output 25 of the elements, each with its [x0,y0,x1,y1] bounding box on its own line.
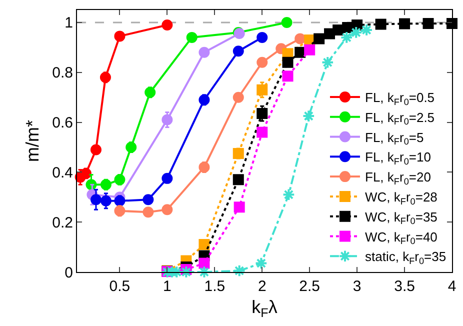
legend-label: FL, k$_{F}$r$_{0}$=20 [365,170,431,186]
y-tick-label: 1 [64,14,73,32]
x-tick-label: 3 [352,278,362,295]
legend-label: FL, k$_{F}$r$_{0}$=0.5 [365,90,435,107]
y-axis-title: m/m* [22,120,42,162]
legend-label: WC, k$_{F}$r$_{0}$=28 [365,190,438,206]
legend-label: WC, k$_{F}$r$_{0}$=40 [365,229,438,246]
legend-label: FL, k$_{F}$r$_{0}$=2.5 [365,110,435,127]
y-tick-label: 0.2 [52,214,73,232]
y-tick-label: 0 [64,264,73,282]
legend-label: WC, k$_{F}$r$_{0}$=35 [365,209,438,226]
x-tick-label: 3.5 [394,278,415,295]
x-axis-title: k$_{F}$λ [252,297,278,320]
legend-label: FL, k$_{F}$r$_{0}$=5 [365,130,424,147]
legend-label: static, k$_{F}$r$_{0}$=35 [365,249,446,266]
x-tick-label: 1.5 [204,278,226,295]
x-tick-label: 2.5 [299,278,320,295]
x-tick-label: 2 [258,278,266,295]
y-tick-label: 0.4 [52,164,73,182]
x-tick-label: 0.5 [109,278,130,295]
y-tick-label: 0.8 [52,64,73,82]
x-tick-label: 1 [163,278,172,295]
x-tick-label: 4 [448,278,456,295]
y-tick-label: 0.6 [52,114,73,132]
legend-label: FL, k$_{F}$r$_{0}$=10 [365,150,431,166]
